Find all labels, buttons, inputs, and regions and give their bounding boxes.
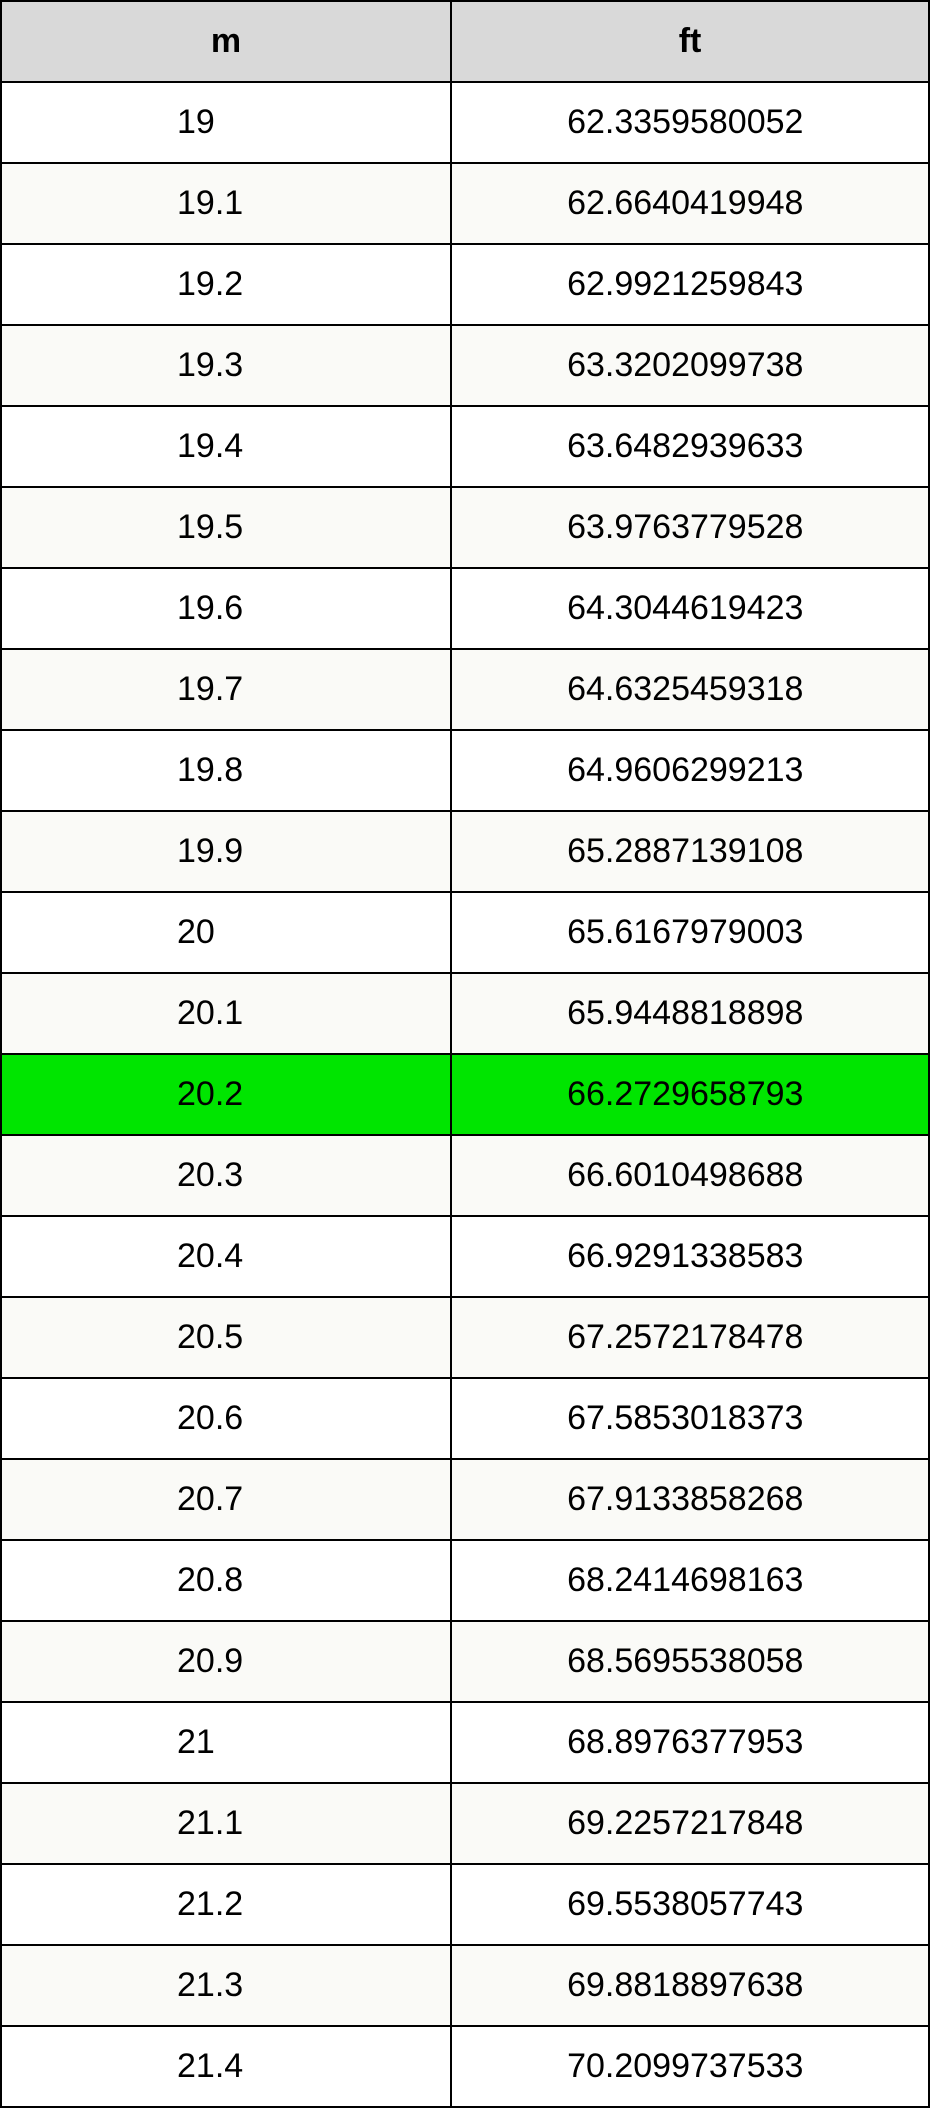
table-row: 21.169.2257217848 <box>1 1783 929 1864</box>
cell-ft: 65.6167979003 <box>451 892 929 973</box>
cell-ft: 62.3359580052 <box>451 82 929 163</box>
cell-ft: 69.5538057743 <box>451 1864 929 1945</box>
conversion-table: m ft 1962.335958005219.162.664041994819.… <box>0 0 930 2108</box>
table-header-row: m ft <box>1 1 929 82</box>
cell-ft: 62.9921259843 <box>451 244 929 325</box>
table-row: 20.366.6010498688 <box>1 1135 929 1216</box>
table-row: 19.563.9763779528 <box>1 487 929 568</box>
cell-m: 20.5 <box>1 1297 451 1378</box>
table-row: 19.965.2887139108 <box>1 811 929 892</box>
cell-m: 19.2 <box>1 244 451 325</box>
cell-ft: 67.2572178478 <box>451 1297 929 1378</box>
cell-m: 20.8 <box>1 1540 451 1621</box>
table-row: 20.868.2414698163 <box>1 1540 929 1621</box>
cell-m: 20.3 <box>1 1135 451 1216</box>
cell-m: 20.7 <box>1 1459 451 1540</box>
cell-m: 19 <box>1 82 451 163</box>
cell-ft: 63.6482939633 <box>451 406 929 487</box>
table-row: 20.165.9448818898 <box>1 973 929 1054</box>
table-row: 2168.8976377953 <box>1 1702 929 1783</box>
cell-m: 19.3 <box>1 325 451 406</box>
cell-ft: 67.9133858268 <box>451 1459 929 1540</box>
column-header-m: m <box>1 1 451 82</box>
cell-m: 19.7 <box>1 649 451 730</box>
table-row: 20.667.5853018373 <box>1 1378 929 1459</box>
cell-ft: 68.2414698163 <box>451 1540 929 1621</box>
table-body: 1962.335958005219.162.664041994819.262.9… <box>1 82 929 2107</box>
cell-m: 20 <box>1 892 451 973</box>
cell-ft: 66.9291338583 <box>451 1216 929 1297</box>
cell-ft: 69.8818897638 <box>451 1945 929 2026</box>
cell-ft: 64.6325459318 <box>451 649 929 730</box>
table-row: 21.369.8818897638 <box>1 1945 929 2026</box>
cell-m: 19.9 <box>1 811 451 892</box>
table-row: 1962.3359580052 <box>1 82 929 163</box>
cell-ft: 62.6640419948 <box>451 163 929 244</box>
cell-m: 19.4 <box>1 406 451 487</box>
cell-ft: 64.3044619423 <box>451 568 929 649</box>
cell-ft: 68.5695538058 <box>451 1621 929 1702</box>
cell-ft: 63.3202099738 <box>451 325 929 406</box>
table-row: 19.162.6640419948 <box>1 163 929 244</box>
cell-m: 21.2 <box>1 1864 451 1945</box>
cell-m: 20.4 <box>1 1216 451 1297</box>
cell-ft: 69.2257217848 <box>451 1783 929 1864</box>
table-row: 19.664.3044619423 <box>1 568 929 649</box>
cell-m: 20.2 <box>1 1054 451 1135</box>
cell-m: 19.5 <box>1 487 451 568</box>
cell-ft: 65.9448818898 <box>451 973 929 1054</box>
cell-m: 21.3 <box>1 1945 451 2026</box>
table-row: 20.567.2572178478 <box>1 1297 929 1378</box>
table-row: 2065.6167979003 <box>1 892 929 973</box>
cell-m: 21.4 <box>1 2026 451 2107</box>
column-header-ft: ft <box>451 1 929 82</box>
table-row: 20.767.9133858268 <box>1 1459 929 1540</box>
table-row: 20.266.2729658793 <box>1 1054 929 1135</box>
cell-m: 19.8 <box>1 730 451 811</box>
cell-m: 21.1 <box>1 1783 451 1864</box>
cell-ft: 67.5853018373 <box>451 1378 929 1459</box>
cell-ft: 66.6010498688 <box>451 1135 929 1216</box>
table-row: 21.470.2099737533 <box>1 2026 929 2107</box>
cell-ft: 70.2099737533 <box>451 2026 929 2107</box>
table-row: 20.466.9291338583 <box>1 1216 929 1297</box>
cell-m: 20.6 <box>1 1378 451 1459</box>
cell-ft: 64.9606299213 <box>451 730 929 811</box>
table-row: 21.269.5538057743 <box>1 1864 929 1945</box>
cell-m: 19.1 <box>1 163 451 244</box>
cell-m: 19.6 <box>1 568 451 649</box>
table-row: 19.864.9606299213 <box>1 730 929 811</box>
table-row: 19.764.6325459318 <box>1 649 929 730</box>
cell-ft: 66.2729658793 <box>451 1054 929 1135</box>
conversion-table-container: m ft 1962.335958005219.162.664041994819.… <box>0 0 930 2108</box>
cell-m: 20.1 <box>1 973 451 1054</box>
cell-ft: 68.8976377953 <box>451 1702 929 1783</box>
table-row: 20.968.5695538058 <box>1 1621 929 1702</box>
table-row: 19.262.9921259843 <box>1 244 929 325</box>
cell-ft: 65.2887139108 <box>451 811 929 892</box>
cell-m: 20.9 <box>1 1621 451 1702</box>
cell-m: 21 <box>1 1702 451 1783</box>
cell-ft: 63.9763779528 <box>451 487 929 568</box>
table-row: 19.463.6482939633 <box>1 406 929 487</box>
table-row: 19.363.3202099738 <box>1 325 929 406</box>
